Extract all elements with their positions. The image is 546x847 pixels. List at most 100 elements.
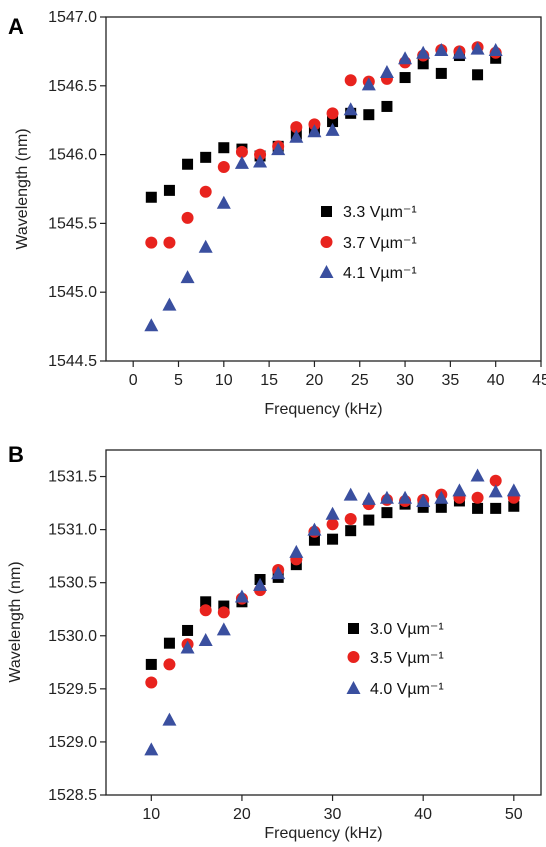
legend-marker-square	[348, 623, 359, 634]
data-point-triangle	[361, 491, 376, 505]
data-point-circle	[489, 474, 502, 487]
panel-a-legend: 3.3 Vµm⁻¹ 3.7 Vµm⁻¹ 4.1 Vµm⁻¹	[319, 204, 417, 282]
y-tick-label: 1546.0	[48, 147, 97, 164]
data-point-triangle	[307, 522, 322, 536]
data-point-square	[200, 151, 212, 163]
data-point-circle	[199, 185, 212, 198]
x-tick-label: 45	[532, 372, 546, 389]
data-point-square	[182, 624, 194, 636]
panel-a-y-axis-title: Wavelength (nm)	[14, 128, 31, 249]
y-tick-label: 1531.0	[48, 522, 97, 539]
data-point-circle	[163, 658, 176, 671]
data-point-triangle	[343, 487, 358, 501]
data-point-square	[472, 69, 484, 81]
data-point-square	[200, 596, 212, 608]
data-point-triangle	[216, 622, 231, 636]
data-point-square	[472, 502, 484, 514]
x-tick-label: 15	[260, 372, 278, 389]
data-point-triangle	[289, 129, 304, 143]
x-tick-label: 20	[233, 806, 251, 823]
data-point-square	[363, 109, 375, 121]
x-tick-label: 30	[324, 806, 342, 823]
x-tick-label: 20	[306, 372, 324, 389]
data-point-triangle	[216, 195, 231, 209]
panel-a-letter: A	[8, 14, 24, 39]
x-tick-label: 10	[215, 372, 233, 389]
panel-b: B 10 20 30 40 50 1528.5 1529.0 1529.5 1530.0 1530…	[7, 442, 542, 842]
data-point-triangle	[271, 142, 286, 156]
y-tick-label: 1545.5	[48, 215, 97, 232]
x-tick-label: 0	[129, 372, 138, 389]
panel-b-plot-area: 10 20 30 40 50 1528.5 1529.0 1529.5 1530.0 1530.5…	[48, 468, 523, 823]
data-point-triangle	[488, 43, 503, 57]
data-point-square	[417, 58, 429, 70]
data-point-circle	[471, 491, 484, 504]
panel-a: A 0 5 10 15 20 25 30 35 40 45 1544.5 1545.0 1545.5 15…	[8, 9, 546, 418]
legend-marker-triangle	[319, 265, 334, 278]
panel-b-plot-frame	[105, 449, 542, 796]
y-tick-label: 1530.5	[48, 575, 97, 592]
data-point-square	[381, 100, 393, 112]
data-point-triangle	[271, 566, 286, 580]
data-point-triangle	[470, 468, 485, 482]
data-point-square	[218, 600, 230, 612]
data-point-circle	[344, 74, 357, 87]
data-point-triangle	[253, 577, 268, 591]
y-tick-label: 1547.0	[48, 9, 97, 26]
data-point-square	[327, 533, 339, 545]
data-point-triangle	[325, 506, 340, 520]
data-point-square	[490, 502, 502, 514]
data-point-square	[508, 500, 520, 512]
data-point-triangle	[488, 484, 503, 498]
data-point-circle	[235, 145, 248, 158]
legend-label: 3.5 Vµm⁻¹	[370, 650, 444, 667]
data-point-square	[435, 501, 447, 513]
data-point-triangle	[416, 45, 431, 59]
data-point-circle	[199, 604, 212, 617]
panel-a-plot-frame	[105, 16, 542, 362]
data-point-triangle	[343, 102, 358, 116]
data-point-square	[381, 507, 393, 519]
x-tick-label: 25	[351, 372, 369, 389]
data-point-triangle	[198, 239, 213, 253]
legend-marker-circle	[347, 651, 360, 663]
y-tick-label: 1529.5	[48, 681, 97, 698]
data-point-triangle	[325, 122, 340, 136]
data-point-square	[417, 501, 429, 513]
data-point-circle	[290, 121, 303, 134]
y-tick-label: 1530.0	[48, 628, 97, 645]
data-point-triangle	[452, 45, 467, 59]
data-point-square	[345, 525, 357, 537]
data-point-circle	[326, 107, 339, 120]
panel-b-letter: B	[8, 442, 24, 467]
legend-label: 3.7 Vµm⁻¹	[343, 235, 417, 252]
data-point-triangle	[162, 297, 177, 311]
legend-marker-triangle	[346, 681, 361, 694]
x-tick-label: 30	[396, 372, 414, 389]
y-tick-label: 1528.5	[48, 787, 97, 804]
data-point-square	[218, 142, 230, 154]
data-point-square	[182, 158, 194, 170]
data-point-triangle	[198, 633, 213, 647]
data-point-triangle	[253, 154, 268, 168]
panel-b-x-axis-title: Frequency (kHz)	[264, 825, 382, 842]
data-point-circle	[217, 160, 230, 173]
data-point-square	[163, 184, 175, 196]
legend-marker-circle	[320, 236, 333, 248]
x-tick-label: 5	[174, 372, 183, 389]
x-tick-label: 35	[441, 372, 459, 389]
legend-label: 4.0 Vµm⁻¹	[370, 681, 444, 698]
data-point-triangle	[144, 742, 159, 756]
y-tick-label: 1529.0	[48, 734, 97, 751]
data-point-square	[327, 116, 339, 128]
data-point-square	[163, 637, 175, 649]
panel-b-legend: 3.0 Vµm⁻¹ 3.5 Vµm⁻¹ 4.0 Vµm⁻¹	[346, 621, 444, 698]
data-point-circle	[326, 518, 339, 531]
data-point-circle	[163, 236, 176, 249]
panel-a-plot-area: 0 5 10 15 20 25 30 35 40 45 1544.5 1545.0 1545.5 1546…	[48, 9, 546, 389]
data-point-circle	[217, 606, 230, 619]
data-point-circle	[181, 211, 194, 224]
data-point-triangle	[180, 640, 195, 654]
data-point-square	[399, 72, 411, 84]
